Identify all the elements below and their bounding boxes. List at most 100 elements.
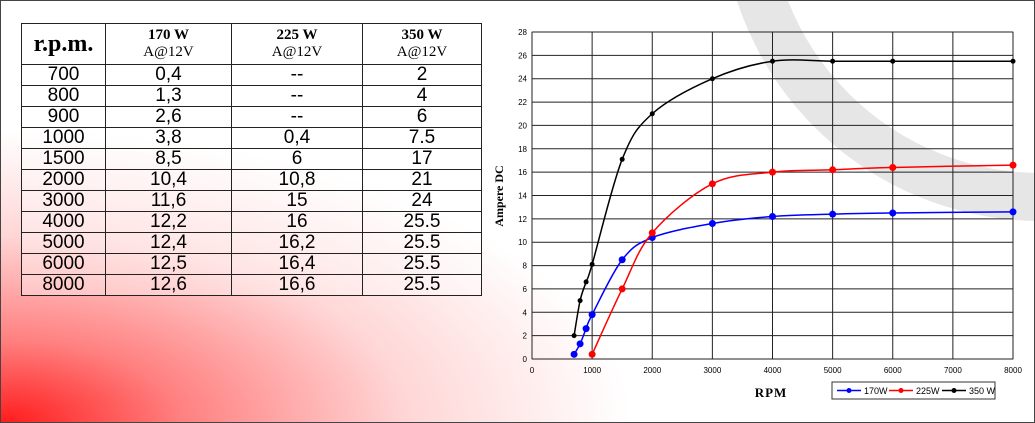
column-header: 225 W A@12V bbox=[231, 23, 363, 65]
data-point bbox=[889, 163, 897, 171]
table-cell: 1500 bbox=[21, 148, 106, 170]
data-point bbox=[769, 168, 776, 176]
series-line-2 bbox=[573, 59, 1013, 336]
table-cell: 1000 bbox=[21, 127, 106, 149]
data-point bbox=[1010, 58, 1016, 64]
table-cell: 16,2 bbox=[231, 232, 363, 254]
x-tick-label: 1000 bbox=[583, 366, 601, 375]
table-cell: -- bbox=[231, 64, 363, 86]
table-cell: -- bbox=[231, 106, 363, 128]
series-line-0 bbox=[573, 211, 1014, 355]
table-cell: 24 bbox=[362, 190, 482, 212]
table-cell: 12,5 bbox=[105, 253, 232, 275]
table-cell: 16 bbox=[231, 211, 363, 233]
data-point bbox=[577, 298, 583, 304]
data-point bbox=[1009, 208, 1017, 216]
x-tick-label: 5000 bbox=[824, 366, 842, 375]
data-point bbox=[618, 256, 626, 264]
legend-marker bbox=[898, 388, 904, 393]
table-cell: 700 bbox=[21, 64, 106, 86]
table-cell: 25.5 bbox=[362, 211, 482, 233]
data-point bbox=[570, 350, 578, 358]
y-tick-label: 2 bbox=[523, 332, 528, 341]
table-cell: 25.5 bbox=[362, 253, 482, 275]
table-cell: 12,6 bbox=[105, 274, 232, 296]
legend-marker bbox=[846, 388, 852, 393]
table-cell: 16,4 bbox=[231, 253, 363, 275]
x-tick-label: 3000 bbox=[703, 366, 721, 375]
table-cell: 1,3 bbox=[105, 85, 232, 107]
y-tick-label: 20 bbox=[518, 121, 527, 130]
header-title: 225 W bbox=[276, 27, 318, 43]
legend-box bbox=[831, 381, 996, 400]
table-row: 6000 12,5 16,4 25.5 bbox=[21, 253, 482, 275]
legend-marker bbox=[951, 388, 957, 393]
legend-label: 225W bbox=[916, 386, 940, 396]
table-cell: 5000 bbox=[21, 232, 106, 254]
data-point bbox=[649, 111, 655, 117]
table-row: 800 1,3 -- 4 bbox=[21, 85, 482, 107]
data-point bbox=[618, 285, 626, 293]
table-cell: -- bbox=[231, 85, 363, 107]
y-tick-label: 18 bbox=[518, 145, 527, 154]
x-tick-label: 0 bbox=[530, 366, 535, 375]
y-tick-label: 26 bbox=[518, 51, 527, 60]
table-cell: 16,6 bbox=[231, 274, 363, 296]
table-row: 3000 11,6 15 24 bbox=[21, 190, 482, 212]
y-tick-label: 14 bbox=[518, 192, 527, 201]
header-sub: A@12V bbox=[396, 44, 448, 60]
y-tick-label: 6 bbox=[523, 285, 528, 294]
y-tick-label: 24 bbox=[518, 75, 527, 84]
table-cell: 17 bbox=[362, 148, 482, 170]
legend-label: 350 W bbox=[969, 386, 996, 396]
table-cell: 4 bbox=[362, 85, 482, 107]
table-row: 900 2,6 -- 6 bbox=[21, 106, 482, 128]
header-sub: A@12V bbox=[143, 44, 194, 60]
y-tick-label: 8 bbox=[523, 262, 528, 271]
data-point bbox=[830, 58, 836, 64]
table-cell: 2 bbox=[362, 64, 482, 86]
data-point bbox=[576, 340, 584, 348]
table-row: 4000 12,2 16 25.5 bbox=[21, 211, 482, 233]
table-cell: 900 bbox=[21, 106, 106, 128]
data-point bbox=[708, 220, 716, 228]
data-point bbox=[889, 209, 897, 217]
x-tick-label: 2000 bbox=[643, 366, 661, 375]
data-point bbox=[571, 333, 577, 339]
x-tick-label: 8000 bbox=[1004, 366, 1022, 375]
table-cell: 7.5 bbox=[362, 127, 482, 149]
table-row: 8000 12,6 16,6 25.5 bbox=[21, 274, 482, 296]
data-point bbox=[583, 279, 589, 285]
header-sub: A@12V bbox=[271, 44, 323, 60]
data-point bbox=[890, 58, 896, 64]
table-cell: 0,4 bbox=[105, 64, 232, 86]
data-point bbox=[770, 58, 775, 64]
y-tick-label: 10 bbox=[518, 238, 527, 247]
table-cell: 11,6 bbox=[105, 190, 232, 212]
table-cell: 12,2 bbox=[105, 211, 232, 233]
data-point bbox=[588, 350, 596, 358]
x-axis-label: RPM bbox=[755, 385, 788, 400]
data-point bbox=[582, 325, 590, 333]
table-cell: 21 bbox=[362, 169, 482, 191]
series-line-1 bbox=[591, 164, 1014, 355]
table-cell: 8,5 bbox=[105, 148, 232, 170]
table-row: 700 0,4 -- 2 bbox=[21, 64, 482, 86]
data-point bbox=[829, 210, 837, 218]
data-point bbox=[709, 76, 715, 82]
y-tick-label: 4 bbox=[523, 308, 528, 317]
table-cell: 15 bbox=[231, 190, 363, 212]
table-cell: 10,4 bbox=[105, 169, 232, 191]
column-header: 350 W A@12V bbox=[362, 23, 482, 65]
table-cell: 25.5 bbox=[362, 232, 482, 254]
data-point bbox=[619, 156, 625, 162]
data-point bbox=[589, 261, 595, 267]
table-cell: 10,8 bbox=[231, 169, 363, 191]
table-cell: 25.5 bbox=[362, 274, 482, 296]
y-tick-label: 16 bbox=[518, 168, 527, 177]
table-cell: 2000 bbox=[21, 169, 106, 191]
data-point bbox=[769, 213, 776, 221]
header-title: 350 W bbox=[401, 27, 443, 43]
table-cell: 4000 bbox=[21, 211, 106, 233]
